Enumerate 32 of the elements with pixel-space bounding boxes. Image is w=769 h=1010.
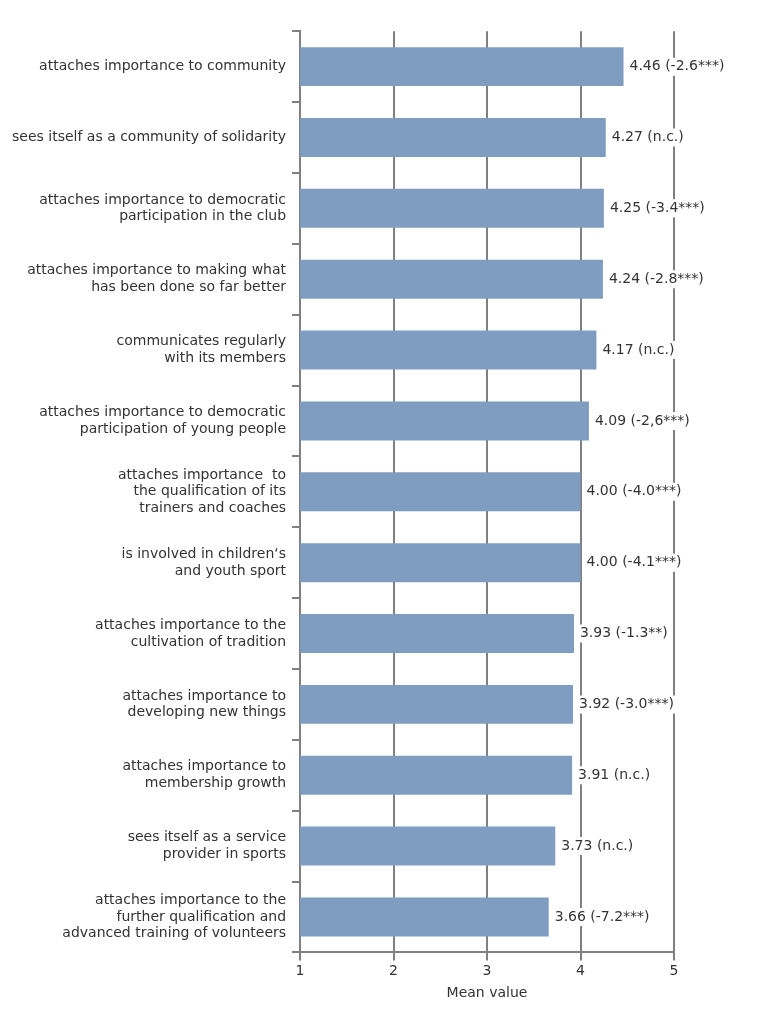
y-tick-label: attaches importance to democratic participation in the club (39, 190, 287, 224)
data-label: 4.27 (n.c.) (611, 128, 684, 145)
data-label: 4.17 (n.c.) (602, 340, 675, 357)
y-tick-label: attaches importance to the qualification of its trainers and coaches (118, 465, 287, 516)
data-label: 4.00 (-4.0***) (586, 482, 682, 499)
data-label: 3.66 (-7.2***) (554, 907, 650, 924)
x-tick-label: 5 (669, 962, 679, 979)
data-label: 4.24 (-2.8***) (608, 269, 704, 286)
y-tick-label: attaches importance to the further qualification and advanced training of volunteers (62, 890, 287, 941)
y-tick-label: is involved in children‘s and youth sport (121, 544, 287, 578)
y-tick-label: attaches importance to the cultivation of tradition (95, 615, 287, 649)
x-tick-label: 4 (576, 962, 586, 979)
y-tick-label: attaches importance to community (39, 57, 287, 74)
y-tick-label: attaches importance to making what has been done so far better (27, 261, 287, 295)
y-tick-label: attaches importance to membership growth (122, 757, 287, 791)
x-tick-label: 2 (389, 962, 398, 979)
data-label: 4.00 (-4.1***) (586, 553, 682, 570)
data-label: 4.25 (-3.4***) (609, 198, 705, 215)
y-tick-label: attaches importance to developing new things (122, 686, 287, 720)
y-tick-label: sees itself as a service provider in sports (127, 828, 287, 862)
data-label: 3.93 (-1.3**) (579, 624, 668, 641)
data-label: 4.09 (-2,6***) (594, 411, 690, 428)
y-tick-label: sees itself as a community of solidarity (11, 128, 287, 145)
data-label: 3.91 (n.c.) (578, 765, 651, 782)
y-tick-label: attaches importance to democratic participation of young people (39, 403, 287, 436)
data-label: 3.73 (n.c.) (561, 836, 634, 853)
x-tick-label: 3 (482, 962, 492, 979)
x-axis-title: Mean value (446, 984, 528, 1001)
y-tick-label: communicates regularly with its members (116, 332, 287, 366)
data-label: 4.46 (-2.6***) (629, 57, 725, 74)
x-tick-label: 1 (295, 962, 305, 979)
data-label: 3.92 (-3.0***) (579, 695, 674, 712)
